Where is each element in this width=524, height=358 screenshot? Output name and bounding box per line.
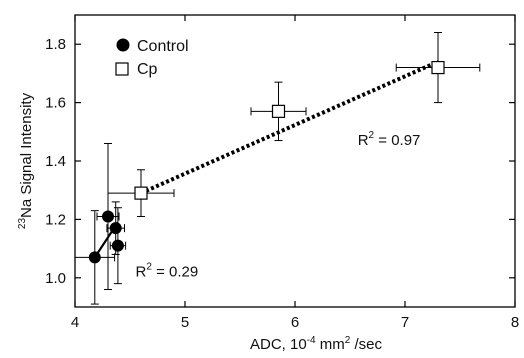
r2-prefix: R [358,132,369,149]
legend-marker-cp [115,62,129,76]
x-axis-title-end: /sec [350,336,382,353]
y-tick-label: 1.6 [45,95,66,112]
data-point-cp [271,104,286,118]
x-axis-title-sup: -4 [307,335,316,346]
data-point-control [88,251,101,264]
x-axis-title-mid: mm [316,336,345,353]
fit-line [140,59,439,195]
data-point-cp [431,60,445,75]
y-tick-label: 1.8 [45,36,66,53]
y-axis-title: 23Na Signal Intensity [17,92,35,229]
r2-superscript: 2 [146,261,152,272]
x-axis-title-sup2: 2 [345,335,351,346]
x-tick-label: 5 [181,314,189,331]
r2-value: = 0.97 [374,132,420,149]
x-axis-title: ADC, 10-4 mm2 /sec [250,335,383,353]
fit-lines [93,59,439,258]
x-tick-label: 4 [71,314,79,331]
data-point-cp [134,186,148,200]
legend-label-cp: Cp [137,61,158,78]
r2-annotation-control: R2 = 0.29 [136,261,199,280]
x-tick-label: 7 [401,314,409,331]
data-point-control [111,239,124,252]
r2-superscript: 2 [369,130,375,141]
y-axis-title-text: Na Signal Intensity [18,92,35,218]
x-axis-title-text: ADC, 10 [250,336,307,353]
r2-prefix: R [136,263,147,280]
r2-annotation-cp: R2 = 0.97 [358,130,421,149]
legend: Control Cp [115,38,189,78]
y-tick-label: 1.2 [45,211,66,228]
data-point-control [102,210,114,223]
y-tick-label: 1.0 [45,270,66,287]
y-axis-title-sup: 23 [17,218,28,230]
r2-value: = 0.29 [152,263,198,280]
x-tick-label: 8 [511,314,519,331]
y-tick-label: 1.4 [45,153,66,170]
data-point-control [109,222,122,235]
legend-marker-control [116,38,130,52]
axis-ticks: 4 5 6 7 8 1.0 1.2 1.4 1.6 1.8 [45,15,519,331]
x-tick-label: 6 [291,314,299,331]
legend-label-control: Control [137,38,189,55]
data-points [88,60,445,264]
